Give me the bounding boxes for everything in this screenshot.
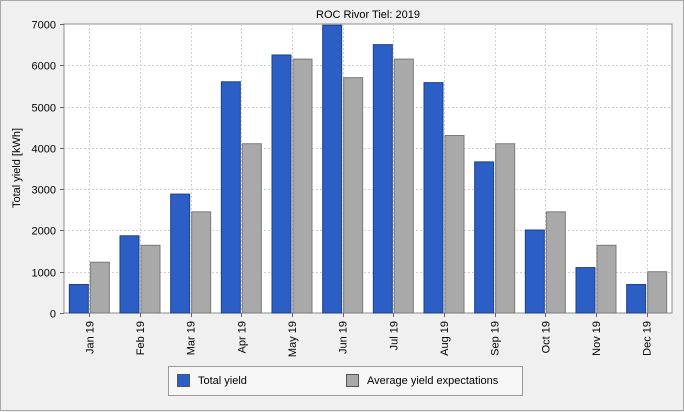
bar-average-yield	[596, 244, 617, 314]
y-tick-label: 7000	[32, 20, 56, 32]
legend-label-average-yield: Average yield expectations	[367, 374, 499, 387]
legend-label-total-yield: Total yield	[198, 374, 247, 387]
bar-total-yield	[68, 284, 89, 314]
x-tick-label: Oct 19	[540, 321, 552, 353]
bar-average-yield	[647, 271, 668, 314]
bar-average-yield	[444, 134, 465, 314]
legend-swatch-average-yield	[346, 374, 359, 387]
y-tick-label: 0	[50, 309, 56, 321]
bar-average-yield	[292, 58, 313, 314]
bar-average-yield	[241, 143, 262, 314]
bar-average-yield	[191, 211, 212, 314]
x-tick-label: Mar 19	[186, 321, 198, 355]
x-tick-label: Jun 19	[338, 321, 350, 354]
bars	[68, 24, 668, 314]
bar-total-yield	[119, 235, 140, 314]
legend-item-average-yield: Average yield expectations	[346, 374, 498, 387]
bar-total-yield	[626, 284, 647, 314]
bar-average-yield	[140, 244, 161, 314]
x-axis-ticks: Jan 19 Feb 19 Mar 19 Apr 19 May 19 Jun 19 Jul …	[84, 313, 654, 357]
x-tick-label: Dec 19	[642, 321, 654, 356]
bar-total-yield	[271, 54, 292, 314]
bar-average-yield	[393, 58, 414, 314]
y-tick-label: 2000	[32, 226, 56, 238]
bar-total-yield	[524, 229, 545, 314]
legend: Total yield Average yield expectations	[168, 366, 523, 396]
bar-total-yield	[220, 81, 241, 314]
bar-total-yield	[170, 193, 191, 314]
legend-item-total-yield: Total yield	[177, 374, 247, 387]
x-tick-label: Nov 19	[591, 321, 603, 356]
plot-area	[63, 23, 673, 314]
y-tick-label: 5000	[32, 103, 56, 115]
chart-title: ROC Rivor Tiel: 2019	[316, 9, 420, 21]
bar-total-yield	[423, 82, 444, 314]
bar-average-yield	[89, 261, 110, 314]
bar-average-yield	[495, 143, 516, 314]
x-tick-label: Feb 19	[135, 321, 147, 355]
bar-total-yield	[575, 267, 596, 314]
bar-total-yield	[474, 161, 495, 314]
bar-average-yield	[343, 77, 364, 314]
x-tick-label: Apr 19	[236, 321, 248, 353]
x-tick-label: May 19	[287, 321, 299, 357]
x-tick-label: Sep 19	[490, 321, 502, 356]
x-tick-label: Jul 19	[388, 321, 400, 350]
legend-swatch-total-yield	[177, 374, 190, 387]
y-axis-label: Total yield [kWh]	[11, 128, 23, 208]
bar-total-yield	[372, 44, 393, 314]
y-tick-label: 3000	[32, 185, 56, 197]
y-tick-label: 1000	[32, 268, 56, 280]
bar-average-yield	[545, 211, 566, 314]
y-tick-label: 4000	[32, 144, 56, 156]
x-tick-label: Aug 19	[439, 321, 451, 356]
x-tick-label: Jan 19	[84, 321, 96, 354]
bar-total-yield	[322, 24, 343, 314]
y-tick-label: 6000	[32, 61, 56, 73]
y-axis-ticks: 0 1000 2000 3000 4000 5000 6000 7000	[32, 20, 64, 321]
